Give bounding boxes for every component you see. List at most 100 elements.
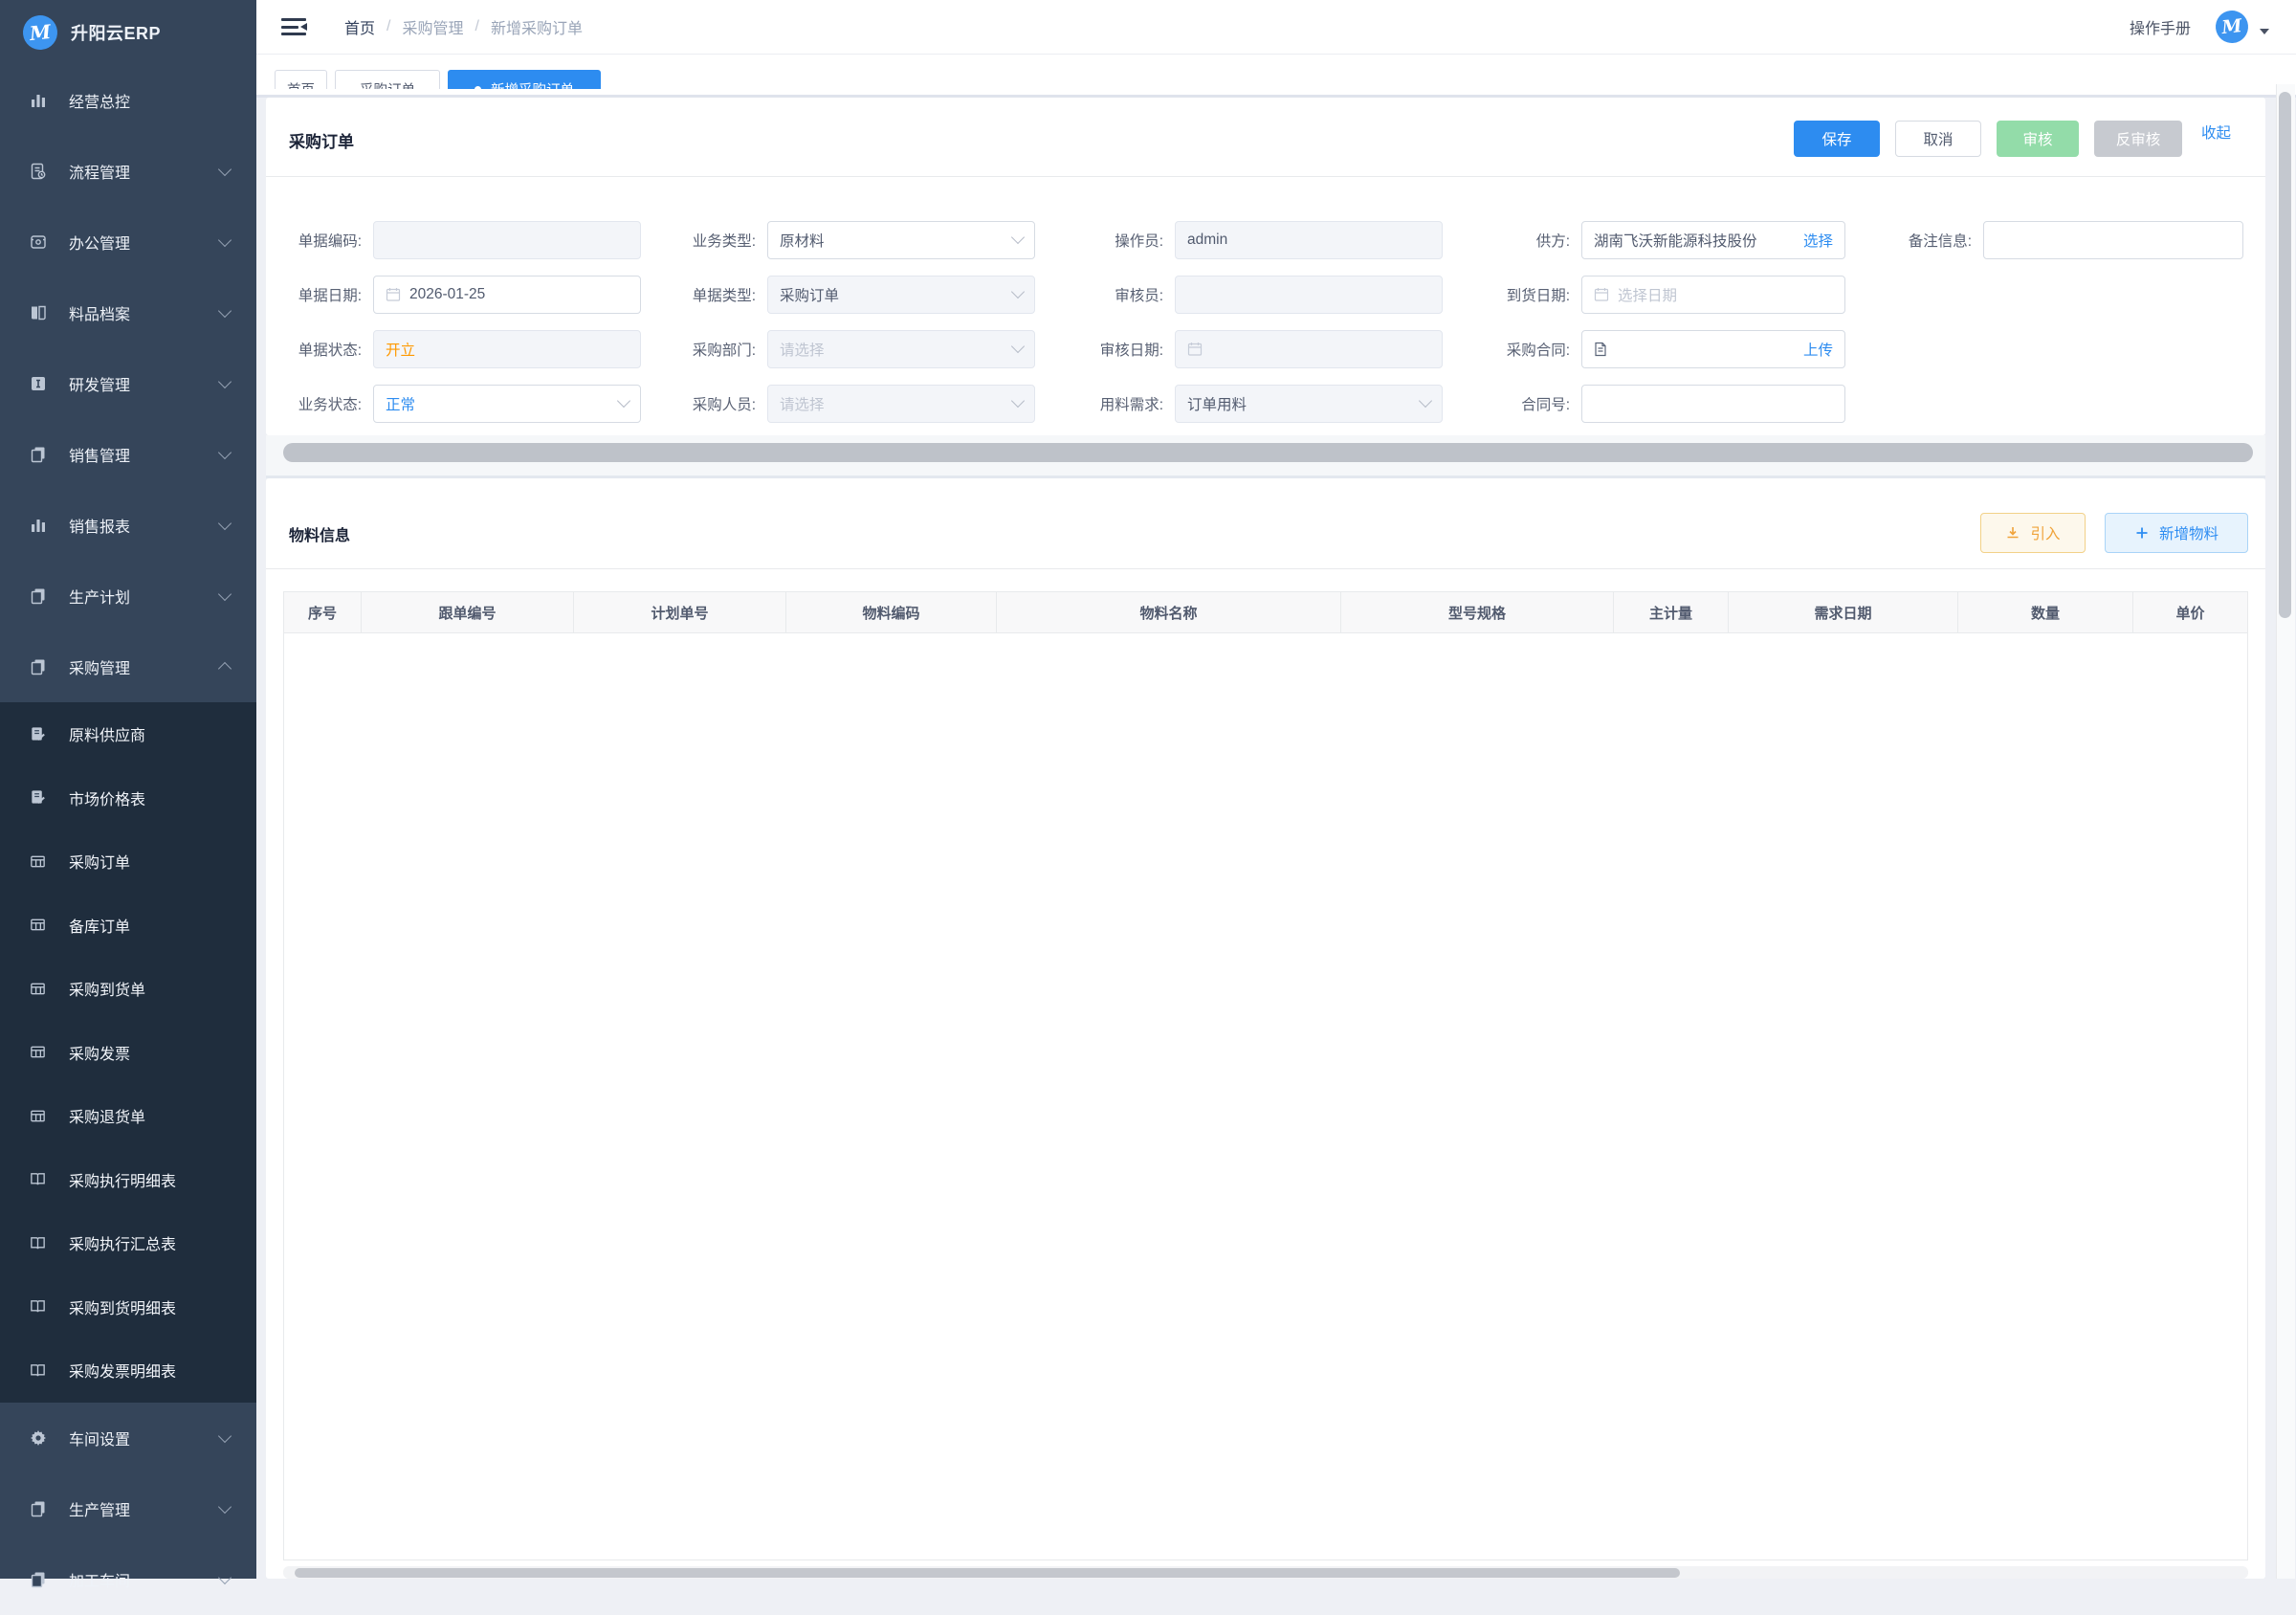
supplier-field[interactable]: 湖南飞沃新能源科技股份 选择 [1581,220,1845,259]
tab-home[interactable]: 首页 [275,70,327,89]
biz-type-label: 业务类型: [692,232,756,250]
sidebar-item-machining-workshop[interactable]: 加工车间 [0,1544,256,1615]
form-actions: 保存 取消 审核 反审核 收起 [1778,121,2231,157]
chevron-down-icon [217,303,232,319]
sidebar-item-market-price-list[interactable]: 市场价格表 [0,766,256,830]
sidebar-item-label: 研发管理 [69,378,131,394]
tab-purchase-order[interactable]: 采购订单 [335,70,440,89]
sidebar-item-label: 采购退货单 [69,1110,146,1127]
auditor-label: 审核员: [1115,287,1163,304]
upload-link[interactable]: 上传 [1802,342,1833,359]
col-follow-no: 跟单编号 [362,592,574,632]
bar-chart-icon [29,516,48,535]
sidebar-item-label: 销售管理 [69,449,131,465]
sidebar-item-purchase-invoice[interactable]: 采购发票 [0,1021,256,1085]
doc-type-label: 单据类型: [692,287,756,304]
open-book-icon [29,1170,47,1188]
sidebar-item-workshop-settings[interactable]: 车间设置 [0,1403,256,1473]
col-mat-name: 物料名称 [997,592,1341,632]
material-divider [266,568,2265,569]
sidebar-item-purchase-order[interactable]: 采购订单 [0,830,256,894]
sidebar-item-production-mgmt[interactable]: 生产管理 [0,1473,256,1544]
col-seq: 序号 [284,592,362,632]
order-form-card: 采购订单 保存 取消 审核 反审核 收起 单据编码: 业务类型: 原材料 操作员… [266,98,2265,435]
sidebar-item-label: 车间设置 [69,1431,131,1449]
audit-date-field[interactable] [1175,329,1443,368]
document-icon [1594,342,1607,357]
sidebar-item-production-plan[interactable]: 生产计划 [0,561,256,631]
content-divider [256,89,2296,98]
sidebar-item-purchase-exec-summary[interactable]: 采购执行汇总表 [0,1211,256,1275]
arrival-date-field[interactable]: 选择日期 [1581,275,1845,314]
sidebar-item-business-overview[interactable]: 经营总控 [0,65,256,136]
purchaser-select[interactable]: 请选择 [767,384,1035,423]
contract-no-field[interactable] [1581,384,1845,423]
plus-icon [2134,525,2150,541]
chevron-down-icon [1010,339,1026,354]
form-hscroll-thumb[interactable] [283,443,2253,462]
purchase-dept-select[interactable]: 请选择 [767,329,1035,368]
sidebar-item-label: 采购到货明细表 [69,1300,177,1317]
add-material-button[interactable]: 新增物料 [2105,513,2248,553]
sidebar-item-material-archive[interactable]: 料品档案 [0,277,256,348]
page-vscroll-thumb[interactable] [2278,92,2291,618]
audit-date-label: 审核日期: [1099,342,1163,359]
sidebar-item-purchase-return[interactable]: 采购退货单 [0,1084,256,1148]
auditor-field[interactable] [1175,275,1443,314]
chevron-down-icon [616,393,631,409]
material-actions: 引入 新增物料 [1961,513,2248,553]
purchase-contract-field[interactable]: 上传 [1581,329,1845,368]
brand-logo: M 升阳云ERP [0,0,256,65]
sidebar-item-sales-mgmt[interactable]: 销售管理 [0,419,256,490]
tab-new-purchase-order[interactable]: 新增采购订单 [448,70,601,89]
calendar-icon [1594,287,1609,302]
sidebar-item-label: 采购到货单 [69,983,146,1000]
audit-button[interactable]: 审核 [1996,121,2079,157]
avatar[interactable]: M [2214,9,2250,45]
doc-type-select[interactable]: 采购订单 [767,275,1035,314]
breadcrumb-purchase-mgmt[interactable]: 采购管理 [402,21,464,37]
chevron-down-icon [217,162,232,177]
cancel-button[interactable]: 取消 [1894,121,1981,157]
collapse-menu-icon[interactable] [281,17,307,36]
doc-code-field[interactable] [373,220,641,259]
table-hscroll-thumb[interactable] [295,1567,1680,1578]
material-card: 物料信息 引入 新增物料 序号 跟单编号 计划单号 物料编码 物料名称 型号规格… [266,478,2265,1579]
reverse-audit-button[interactable]: 反审核 [2093,121,2182,157]
biz-type-select[interactable]: 原材料 [767,220,1035,259]
chevron-down-icon [1010,230,1026,245]
status-badge: 正常 [386,396,416,413]
doc-status-field[interactable]: 开立 [373,329,641,368]
user-menu-caret-icon[interactable] [2260,29,2269,34]
sidebar-item-purchase-mgmt[interactable]: 采购管理 [0,631,256,702]
sidebar-item-process-mgmt[interactable]: 流程管理 [0,136,256,207]
sidebar-item-purchase-invoice-detail[interactable]: 采购发票明细表 [0,1338,256,1403]
sidebar-item-label: 生产计划 [69,590,131,607]
chevron-down-icon [217,586,232,602]
material-demand-select[interactable]: 订单用料 [1175,384,1443,423]
supplier-select-link[interactable]: 选择 [1802,232,1833,250]
breadcrumb-home[interactable]: 首页 [344,21,376,37]
save-button[interactable]: 保存 [1793,121,1880,157]
import-button[interactable]: 引入 [1980,513,2086,553]
sidebar-item-purchase-exec-detail[interactable]: 采购执行明细表 [0,1148,256,1212]
collapse-link[interactable]: 收起 [2200,125,2231,142]
sidebar-item-stock-order[interactable]: 备库订单 [0,894,256,958]
sidebar-item-rd-mgmt[interactable]: 研发管理 [0,348,256,419]
manual-link[interactable]: 操作手册 [2129,21,2191,37]
sidebar-item-sales-report[interactable]: 销售报表 [0,490,256,561]
bar-chart-icon [29,91,48,110]
operator-field[interactable]: admin [1175,220,1443,259]
flow-doc-icon [29,162,48,181]
col-unit: 主计量 [1614,592,1729,632]
biz-status-select[interactable]: 正常 [373,384,641,423]
sidebar-item-purchase-arrival[interactable]: 采购到货单 [0,957,256,1021]
sidebar-item-label: 备库订单 [69,918,131,936]
table-icon [29,1107,47,1125]
sidebar-item-office-mgmt[interactable]: 办公管理 [0,207,256,277]
sidebar-item-raw-material-supplier[interactable]: 原料供应商 [0,702,256,766]
sidebar-item-label: 采购订单 [69,855,131,873]
remark-field[interactable] [1983,220,2243,259]
sidebar-item-purchase-arrival-detail[interactable]: 采购到货明细表 [0,1275,256,1339]
doc-date-field[interactable]: 2026-01-25 [373,275,641,314]
